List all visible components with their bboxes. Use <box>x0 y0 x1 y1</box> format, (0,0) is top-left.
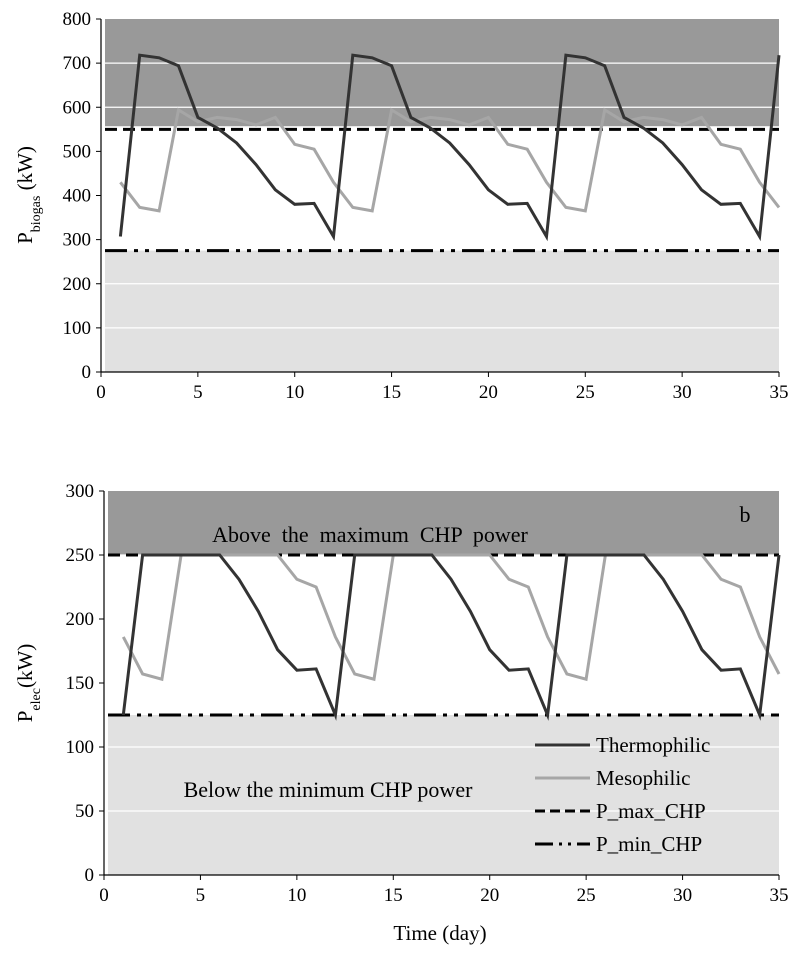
x-tick-label: 10 <box>285 382 304 403</box>
y-tick-label: 50 <box>75 801 94 822</box>
band-above-max <box>108 491 779 555</box>
series-line-mesophilic <box>119 107 781 213</box>
series-line-mesophilic <box>121 553 781 682</box>
y-tick-label: 0 <box>85 865 95 886</box>
x-tick-label: 5 <box>196 885 206 906</box>
band-below-min <box>105 250 779 372</box>
y-tick-label: 300 <box>66 481 95 502</box>
panel-b-series <box>121 553 781 721</box>
series-line-thermophilic <box>121 553 781 721</box>
annotation-above-max: Above the maximum CHP power <box>212 522 528 547</box>
band-below-min <box>108 715 779 875</box>
x-tick-label: 25 <box>576 382 595 403</box>
y-tick-label: 200 <box>63 274 92 295</box>
y-tick-label: 0 <box>82 362 92 383</box>
legend-label: P_min_CHP <box>596 832 702 856</box>
y-tick-label: 800 <box>63 9 92 30</box>
x-tick-label: 15 <box>382 382 401 403</box>
y-tick-label: 250 <box>66 545 95 566</box>
panel-b-reference-lines <box>108 553 779 717</box>
panel-b-axes <box>99 490 780 880</box>
y-tick-label: 100 <box>66 737 95 758</box>
y-tick-label: 300 <box>63 230 92 251</box>
band-above-max <box>105 19 779 127</box>
panel-a-tick-labels: 0 100 200 300 400 500 600 700 800 0 5 10 15 20 25 30 35 <box>63 9 789 403</box>
x-tick-label: 30 <box>673 885 692 906</box>
y-tick-label: 400 <box>63 186 92 207</box>
y-tick-label: 100 <box>63 318 92 339</box>
y-tick-label: 600 <box>63 97 92 118</box>
x-tick-label: 5 <box>193 382 203 403</box>
x-tick-label: 15 <box>384 885 403 906</box>
legend-label: Thermophilic <box>596 733 710 757</box>
panel-a-reference-lines <box>105 127 779 253</box>
x-tick-label: 30 <box>673 382 692 403</box>
x-tick-label: 35 <box>770 885 789 906</box>
y-tick-label: 200 <box>66 609 95 630</box>
legend: Thermophilic Mesophilic P_max_CHP P_min_CHP <box>535 733 710 856</box>
panel-elec: Above the maximum CHP power Below the mi… <box>13 481 789 945</box>
panel-a-bands <box>105 19 779 372</box>
y-axis-label-elec: Pelec(kW) <box>13 644 44 723</box>
panel-label: b <box>740 502 751 527</box>
panel-b-tick-labels: 0 50 100 150 200 250 300 0 5 10 15 20 25 30 35 <box>66 481 789 906</box>
x-axis-label: Time (day) <box>393 921 486 945</box>
x-tick-label: 0 <box>96 382 106 403</box>
panel-b-bands <box>108 491 779 875</box>
x-tick-label: 25 <box>577 885 596 906</box>
y-axis-label-biogas: Pbiogas (kW) <box>13 146 44 244</box>
y-tick-label: 150 <box>66 673 95 694</box>
y-tick-label: 500 <box>63 141 92 162</box>
panel-a-gridlines <box>105 62 779 329</box>
panel-a-series <box>118 53 781 242</box>
x-tick-label: 0 <box>99 885 109 906</box>
panel-a-axes <box>96 18 780 377</box>
legend-label: P_max_CHP <box>596 799 706 823</box>
x-tick-label: 20 <box>479 382 498 403</box>
x-tick-label: 20 <box>480 885 499 906</box>
annotation-below-min: Below the minimum CHP power <box>184 777 474 802</box>
legend-label: Mesophilic <box>596 766 691 790</box>
x-tick-label: 35 <box>770 382 789 403</box>
series-line-thermophilic <box>118 53 781 242</box>
x-tick-label: 10 <box>287 885 306 906</box>
y-tick-label: 700 <box>63 53 92 74</box>
